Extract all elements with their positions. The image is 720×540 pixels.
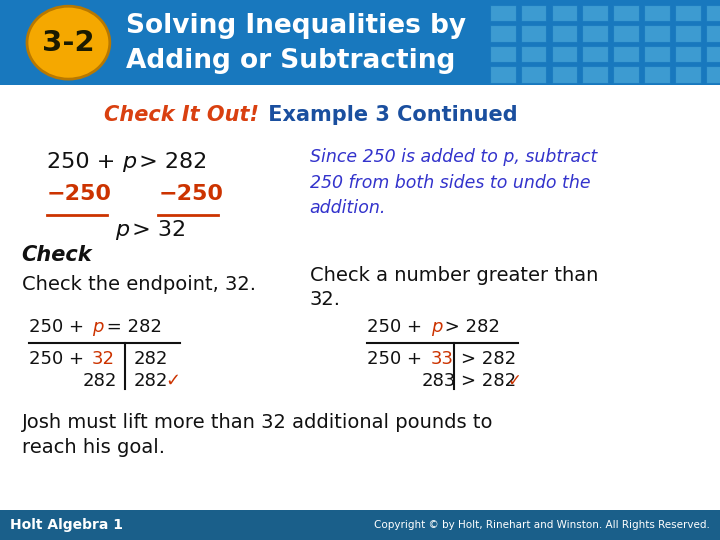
Text: p: p [115,219,130,240]
FancyBboxPatch shape [706,46,720,62]
Text: reach his goal.: reach his goal. [22,437,165,457]
FancyBboxPatch shape [582,66,608,83]
FancyBboxPatch shape [675,5,701,21]
FancyBboxPatch shape [644,5,670,21]
FancyBboxPatch shape [644,25,670,42]
Text: addition.: addition. [310,199,386,218]
Text: ✓: ✓ [508,372,521,390]
Text: 282: 282 [83,372,117,390]
FancyBboxPatch shape [644,66,670,83]
Text: Check: Check [22,245,92,266]
FancyBboxPatch shape [582,5,608,21]
Text: 3-2: 3-2 [42,29,95,57]
Text: −250: −250 [47,184,112,205]
Text: Since 250 is added to p, subtract: Since 250 is added to p, subtract [310,147,597,166]
FancyBboxPatch shape [490,25,516,42]
FancyBboxPatch shape [552,5,577,21]
FancyBboxPatch shape [613,66,639,83]
Text: 282: 282 [133,350,168,368]
FancyBboxPatch shape [521,25,546,42]
Text: 32: 32 [92,350,115,368]
Text: > 282: > 282 [461,350,516,368]
Text: 282: 282 [133,372,168,390]
FancyBboxPatch shape [675,25,701,42]
Text: Copyright © by Holt, Rinehart and Winston. All Rights Reserved.: Copyright © by Holt, Rinehart and Winsto… [374,520,710,530]
FancyBboxPatch shape [706,25,720,42]
Text: 250 +: 250 + [29,350,89,368]
FancyBboxPatch shape [552,25,577,42]
FancyBboxPatch shape [582,46,608,62]
Text: Check a number greater than: Check a number greater than [310,266,598,285]
Ellipse shape [27,6,110,79]
Text: 283: 283 [421,372,456,390]
Text: > 282: > 282 [439,318,500,336]
FancyBboxPatch shape [613,5,639,21]
Text: −250: −250 [158,184,223,205]
FancyBboxPatch shape [582,25,608,42]
FancyBboxPatch shape [552,66,577,83]
Text: p: p [122,152,137,172]
Text: 250 +: 250 + [367,318,428,336]
Text: Holt Algebra 1: Holt Algebra 1 [10,518,123,532]
FancyBboxPatch shape [521,5,546,21]
FancyBboxPatch shape [0,510,720,540]
Text: ✓: ✓ [166,372,181,390]
Text: Solving Inequalities by: Solving Inequalities by [126,12,466,38]
Text: = 282: = 282 [101,318,162,336]
Text: 250 +: 250 + [47,152,122,172]
Text: 250 +: 250 + [367,350,428,368]
Text: Example 3 Continued: Example 3 Continued [261,105,518,125]
FancyBboxPatch shape [706,5,720,21]
Text: > 282: > 282 [461,372,516,390]
FancyBboxPatch shape [613,25,639,42]
Text: 32.: 32. [310,290,341,309]
FancyBboxPatch shape [675,66,701,83]
Text: Check It Out!: Check It Out! [104,105,259,125]
FancyBboxPatch shape [490,5,516,21]
Text: 250 +: 250 + [29,318,89,336]
Text: > 32: > 32 [125,219,186,240]
Text: p: p [92,318,104,336]
Text: 250 from both sides to undo the: 250 from both sides to undo the [310,173,590,192]
FancyBboxPatch shape [675,46,701,62]
FancyBboxPatch shape [0,0,720,85]
FancyBboxPatch shape [490,66,516,83]
Text: > 282: > 282 [132,152,207,172]
FancyBboxPatch shape [521,66,546,83]
Text: Josh must lift more than 32 additional pounds to: Josh must lift more than 32 additional p… [22,413,493,432]
Text: p: p [431,318,442,336]
FancyBboxPatch shape [521,46,546,62]
FancyBboxPatch shape [706,66,720,83]
FancyBboxPatch shape [613,46,639,62]
FancyBboxPatch shape [490,46,516,62]
FancyBboxPatch shape [644,46,670,62]
Text: Adding or Subtracting: Adding or Subtracting [126,49,455,75]
FancyBboxPatch shape [552,46,577,62]
Text: Check the endpoint, 32.: Check the endpoint, 32. [22,275,256,294]
Text: 33: 33 [431,350,454,368]
